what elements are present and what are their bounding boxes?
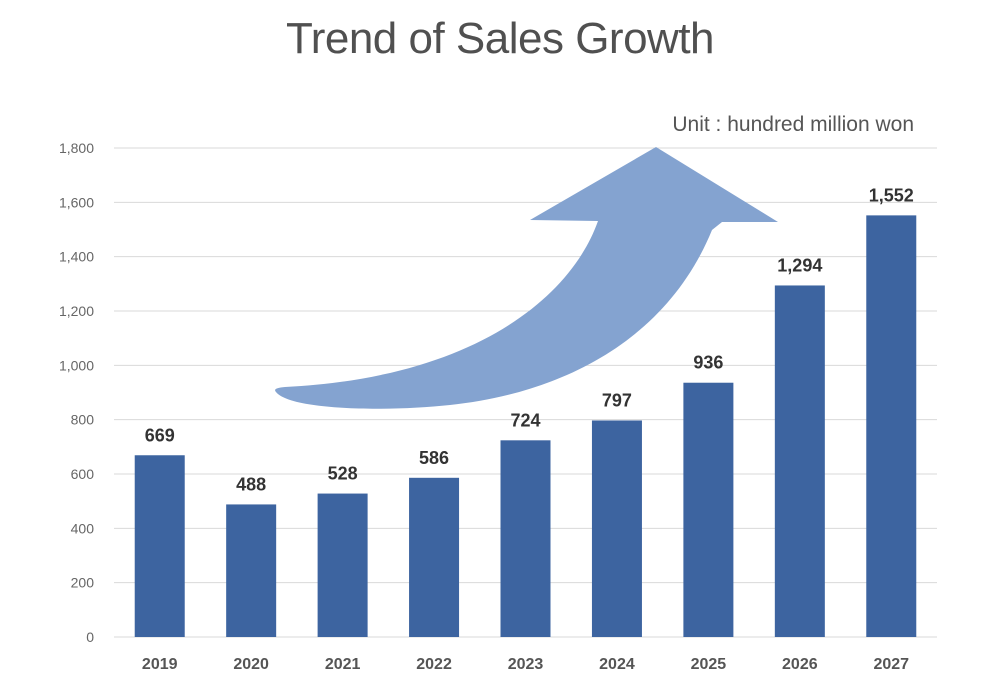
data-label-2025: 936 xyxy=(693,353,723,373)
x-tick-label: 2025 xyxy=(691,656,727,673)
bar-2027 xyxy=(866,215,917,637)
bar-2023 xyxy=(500,440,551,637)
bars xyxy=(134,215,917,637)
bar-2026 xyxy=(774,285,825,637)
y-tick-label: 800 xyxy=(71,412,95,428)
data-label-2021: 528 xyxy=(328,464,358,484)
x-tick-label: 2023 xyxy=(508,656,544,673)
x-tick-label: 2026 xyxy=(782,656,818,673)
y-axis-ticks: 0 200 400 600 800 1,000 1,200 1,400 1,600 1,800 xyxy=(59,140,94,645)
x-tick-label: 2021 xyxy=(325,656,361,673)
trend-arrow-icon xyxy=(275,147,778,409)
data-label-2027: 1,552 xyxy=(869,185,914,205)
data-label-2024: 797 xyxy=(602,390,632,410)
bar-2022 xyxy=(409,477,460,637)
data-label-2026: 1,294 xyxy=(777,255,822,275)
y-tick-label: 600 xyxy=(71,466,95,482)
data-label-2022: 586 xyxy=(419,448,449,468)
x-tick-label: 2019 xyxy=(142,656,178,673)
bar-2025 xyxy=(683,382,734,637)
x-axis-ticks: 2019 2020 2021 2022 2023 2024 2025 2026 2027 xyxy=(142,656,909,673)
y-tick-label: 400 xyxy=(71,520,95,536)
y-tick-label: 1,800 xyxy=(59,140,94,156)
y-tick-label: 1,200 xyxy=(59,303,94,319)
y-tick-label: 1,600 xyxy=(59,194,94,210)
y-tick-label: 0 xyxy=(86,629,94,645)
data-label-2019: 669 xyxy=(145,425,175,445)
x-tick-label: 2020 xyxy=(233,656,269,673)
bar-2024 xyxy=(591,420,642,637)
y-tick-label: 1,000 xyxy=(59,357,94,373)
data-labels: 669 488 528 586 724 797 936 1,294 1,552 xyxy=(145,185,914,494)
y-tick-label: 1,400 xyxy=(59,249,94,265)
bar-2020 xyxy=(226,504,277,637)
unit-label: Unit : hundred million won xyxy=(672,113,914,136)
chart-title: Trend of Sales Growth xyxy=(285,14,715,63)
x-tick-label: 2024 xyxy=(599,656,635,673)
x-tick-label: 2027 xyxy=(873,656,909,673)
bar-2019 xyxy=(134,455,185,637)
y-tick-label: 200 xyxy=(71,575,95,591)
bar-2021 xyxy=(317,493,368,637)
data-label-2023: 724 xyxy=(510,410,540,430)
x-tick-label: 2022 xyxy=(416,656,452,673)
data-label-2020: 488 xyxy=(236,474,266,494)
